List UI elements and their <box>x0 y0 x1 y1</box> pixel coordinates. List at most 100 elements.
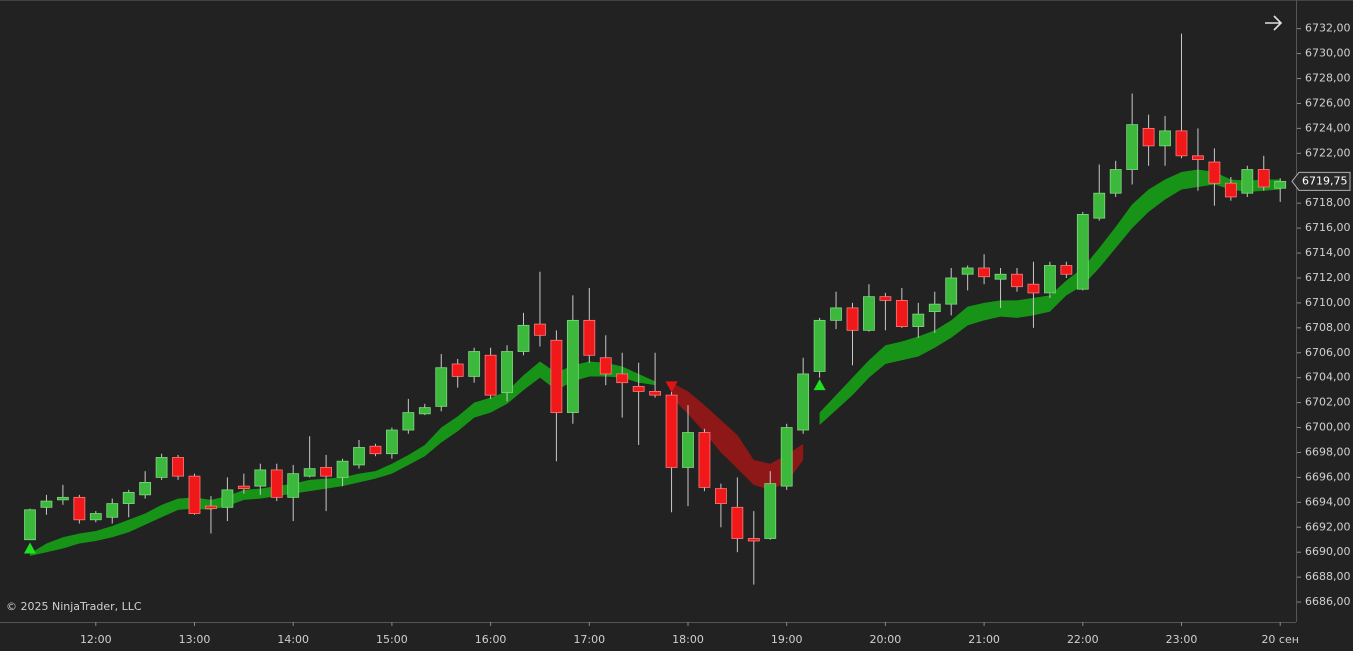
candle-body <box>1076 213 1089 290</box>
candle-body <box>40 500 53 508</box>
candle-body <box>1044 265 1056 294</box>
candle-body <box>205 505 217 509</box>
last-price-tag <box>1291 171 1351 191</box>
candle-body <box>1142 127 1155 147</box>
y-tick-label: 6724,00 <box>1305 121 1351 134</box>
navigate-arrow[interactable] <box>1265 15 1283 31</box>
y-tick-label: 6722,00 <box>1305 146 1351 159</box>
candle-body <box>682 432 694 468</box>
candle-body <box>945 277 958 305</box>
x-tick-label: 18:00 <box>672 633 704 646</box>
candle-body <box>320 467 333 477</box>
y-tick-label: 6690,00 <box>1305 545 1351 558</box>
candle-body <box>402 412 415 431</box>
y-tick-label: 6686,00 <box>1305 595 1351 608</box>
y-tick-label: 6716,00 <box>1305 221 1351 234</box>
signal-marker <box>813 379 826 391</box>
ma-band <box>671 382 804 490</box>
candle-body <box>599 357 612 375</box>
candle-body <box>287 473 300 498</box>
candle-body <box>1224 182 1237 198</box>
candle-body <box>1011 273 1023 288</box>
candle-body <box>501 351 513 394</box>
candle-body <box>994 273 1007 280</box>
y-tick-label: 6718,00 <box>1305 196 1351 209</box>
candle-body <box>237 485 250 490</box>
candle-body <box>303 468 316 477</box>
candle-body <box>928 303 941 313</box>
x-tick-label: 12:00 <box>80 633 112 646</box>
x-tick-label: 17:00 <box>573 633 605 646</box>
candle-body <box>254 469 267 487</box>
candle-body <box>1175 130 1188 157</box>
candle-body <box>57 496 69 501</box>
candle-body <box>863 296 875 331</box>
candle-body <box>566 319 579 413</box>
arrow-icon[interactable] <box>1265 15 1283 31</box>
candle-body <box>1257 169 1270 188</box>
signal-marker <box>24 542 36 554</box>
candle-body <box>1109 169 1122 194</box>
y-tick-label: 6704,00 <box>1305 371 1351 384</box>
candle-body <box>106 503 119 518</box>
candle-body <box>24 509 36 541</box>
x-tick-label: 15:00 <box>376 633 408 646</box>
x-tick-label: 21:00 <box>968 633 1000 646</box>
y-tick-label: 6702,00 <box>1305 396 1351 409</box>
candle-body <box>468 351 481 377</box>
x-tick-label: 14:00 <box>277 633 309 646</box>
candle-body <box>418 407 431 415</box>
candle-body <box>1126 124 1139 170</box>
x-tick-label: 20 сен <box>1261 633 1299 646</box>
candle-body <box>665 394 678 468</box>
candle-body <box>221 489 234 508</box>
last-price-label: 6719,75 <box>1302 174 1348 187</box>
candle-body <box>895 300 908 327</box>
y-tick-label: 6696,00 <box>1305 470 1351 483</box>
y-tick-label: 6688,00 <box>1305 570 1351 583</box>
y-tick-label: 6708,00 <box>1305 321 1351 334</box>
candle-body <box>780 427 793 487</box>
candle-body <box>731 506 744 539</box>
candle-body <box>139 481 152 496</box>
candle-body <box>336 460 349 478</box>
y-tick-label: 6730,00 <box>1305 47 1351 60</box>
candle-body <box>122 491 135 504</box>
x-tick-label: 22:00 <box>1067 633 1099 646</box>
y-tick-label: 6728,00 <box>1305 72 1351 85</box>
candle-body <box>385 429 398 455</box>
candle-body <box>764 483 777 539</box>
x-tick-label: 20:00 <box>870 633 902 646</box>
y-tick-label: 6698,00 <box>1305 445 1351 458</box>
candle-body <box>1192 155 1204 160</box>
y-tick-label: 6712,00 <box>1305 271 1351 284</box>
y-tick-label: 6710,00 <box>1305 296 1351 309</box>
signal-marker <box>665 381 678 393</box>
candle-body <box>550 339 563 413</box>
candle-body <box>879 296 892 301</box>
candle-body <box>353 447 365 466</box>
y-tick-label: 6726,00 <box>1305 96 1351 109</box>
candle-body <box>188 475 201 514</box>
y-tick-label: 6692,00 <box>1305 520 1351 533</box>
candle-body <box>632 386 645 392</box>
x-tick-label: 13:00 <box>179 633 211 646</box>
x-tick-label: 23:00 <box>1166 633 1198 646</box>
candle-body <box>1159 130 1171 147</box>
candle-body <box>435 367 448 407</box>
candle-body <box>1027 283 1040 294</box>
candle-body <box>1060 265 1073 275</box>
candle-body <box>846 307 859 331</box>
ma-band <box>30 361 656 556</box>
candle-body <box>978 267 990 278</box>
candle-body <box>698 432 711 488</box>
x-tick-label: 16:00 <box>475 633 507 646</box>
candle-body <box>912 313 925 327</box>
copyright: © 2025 NinjaTrader, LLC <box>6 600 142 613</box>
candle-body <box>961 267 974 275</box>
candle-body <box>1274 180 1287 189</box>
candle-body <box>830 307 842 321</box>
candle-body <box>517 324 530 352</box>
